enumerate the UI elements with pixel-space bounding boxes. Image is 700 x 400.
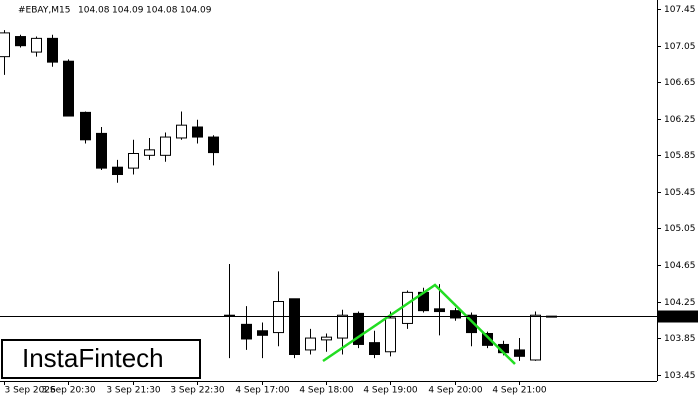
header-value: 104.08 [78, 6, 110, 16]
y-tick-label: 105.85 [664, 151, 696, 161]
header-value: 104.09 [180, 6, 212, 16]
candle-body-down [434, 308, 445, 313]
candle-body-up [144, 149, 155, 156]
candle-body-down [63, 60, 74, 117]
candle-body-down [289, 298, 300, 356]
candle-body-down [208, 136, 219, 154]
candle-body-down [257, 330, 268, 336]
x-tick-label: 4 Sep 20:00 [428, 386, 483, 396]
candle-body-down [15, 36, 26, 47]
x-tick-label: 3 Sep 2026 [5, 386, 57, 396]
candle-body-up [385, 317, 396, 353]
candle-body-up [305, 337, 316, 351]
x-tick-label: 4 Sep 18:00 [299, 386, 354, 396]
candle-body-down [96, 132, 107, 169]
candle-body-up [176, 124, 187, 139]
candle-body-down [192, 126, 203, 138]
y-tick-label: 105.45 [664, 188, 696, 198]
candle-body-up [402, 291, 413, 324]
x-tick-label: 4 Sep 19:00 [363, 386, 418, 396]
candle-body-down [47, 37, 58, 63]
candle-body-up [273, 301, 284, 334]
last-price-label: 104.09 [664, 312, 696, 322]
last-price-box [658, 310, 698, 323]
y-tick-label: 106.65 [664, 78, 696, 88]
logo-box [1, 339, 201, 379]
y-tick-label: 103.45 [664, 371, 696, 381]
header-value: 104.08 [146, 6, 178, 16]
y-tick-label: 104.25 [664, 298, 696, 308]
candle-body-down [514, 349, 525, 357]
candle-body-up [160, 136, 171, 156]
candle-body-up [128, 152, 139, 169]
x-tick-label: 4 Sep 17:00 [235, 386, 290, 396]
candle-body-down [482, 332, 493, 346]
x-tick-label: 4 Sep 21:00 [492, 386, 547, 396]
header-symbol: #EBAY,M15 [18, 6, 70, 16]
candle-body-down [466, 314, 477, 334]
y-tick-label: 105.05 [664, 224, 696, 234]
candle-body-down [353, 312, 364, 345]
y-tick-label: 106.25 [664, 115, 696, 125]
candle-body-down [450, 310, 461, 319]
y-tick-label: 103.85 [664, 334, 696, 344]
x-tick-label: 3 Sep 20:30 [41, 386, 96, 396]
candle-body-down [112, 166, 123, 176]
candle-body-up [0, 32, 10, 58]
double-top-pattern [322, 283, 516, 365]
logo: InstaFintech [22, 343, 164, 373]
candle-body-up [321, 336, 332, 341]
x-tick-label: 3 Sep 21:30 [106, 386, 161, 396]
candle-body-down [80, 111, 91, 141]
header-value: 104.09 [112, 6, 144, 16]
y-tick-label: 104.65 [664, 261, 696, 271]
candle-body-down [369, 342, 380, 356]
x-tick-label: 3 Sep 22:30 [170, 386, 225, 396]
y-tick-label: 107.05 [664, 42, 696, 52]
candle-body-up [337, 314, 348, 339]
plot [0, 30, 557, 361]
y-tick-label: 107.45 [664, 5, 696, 15]
candle-body-down [241, 323, 252, 340]
candle-body-up [31, 37, 42, 53]
candle-body-up [530, 314, 541, 361]
